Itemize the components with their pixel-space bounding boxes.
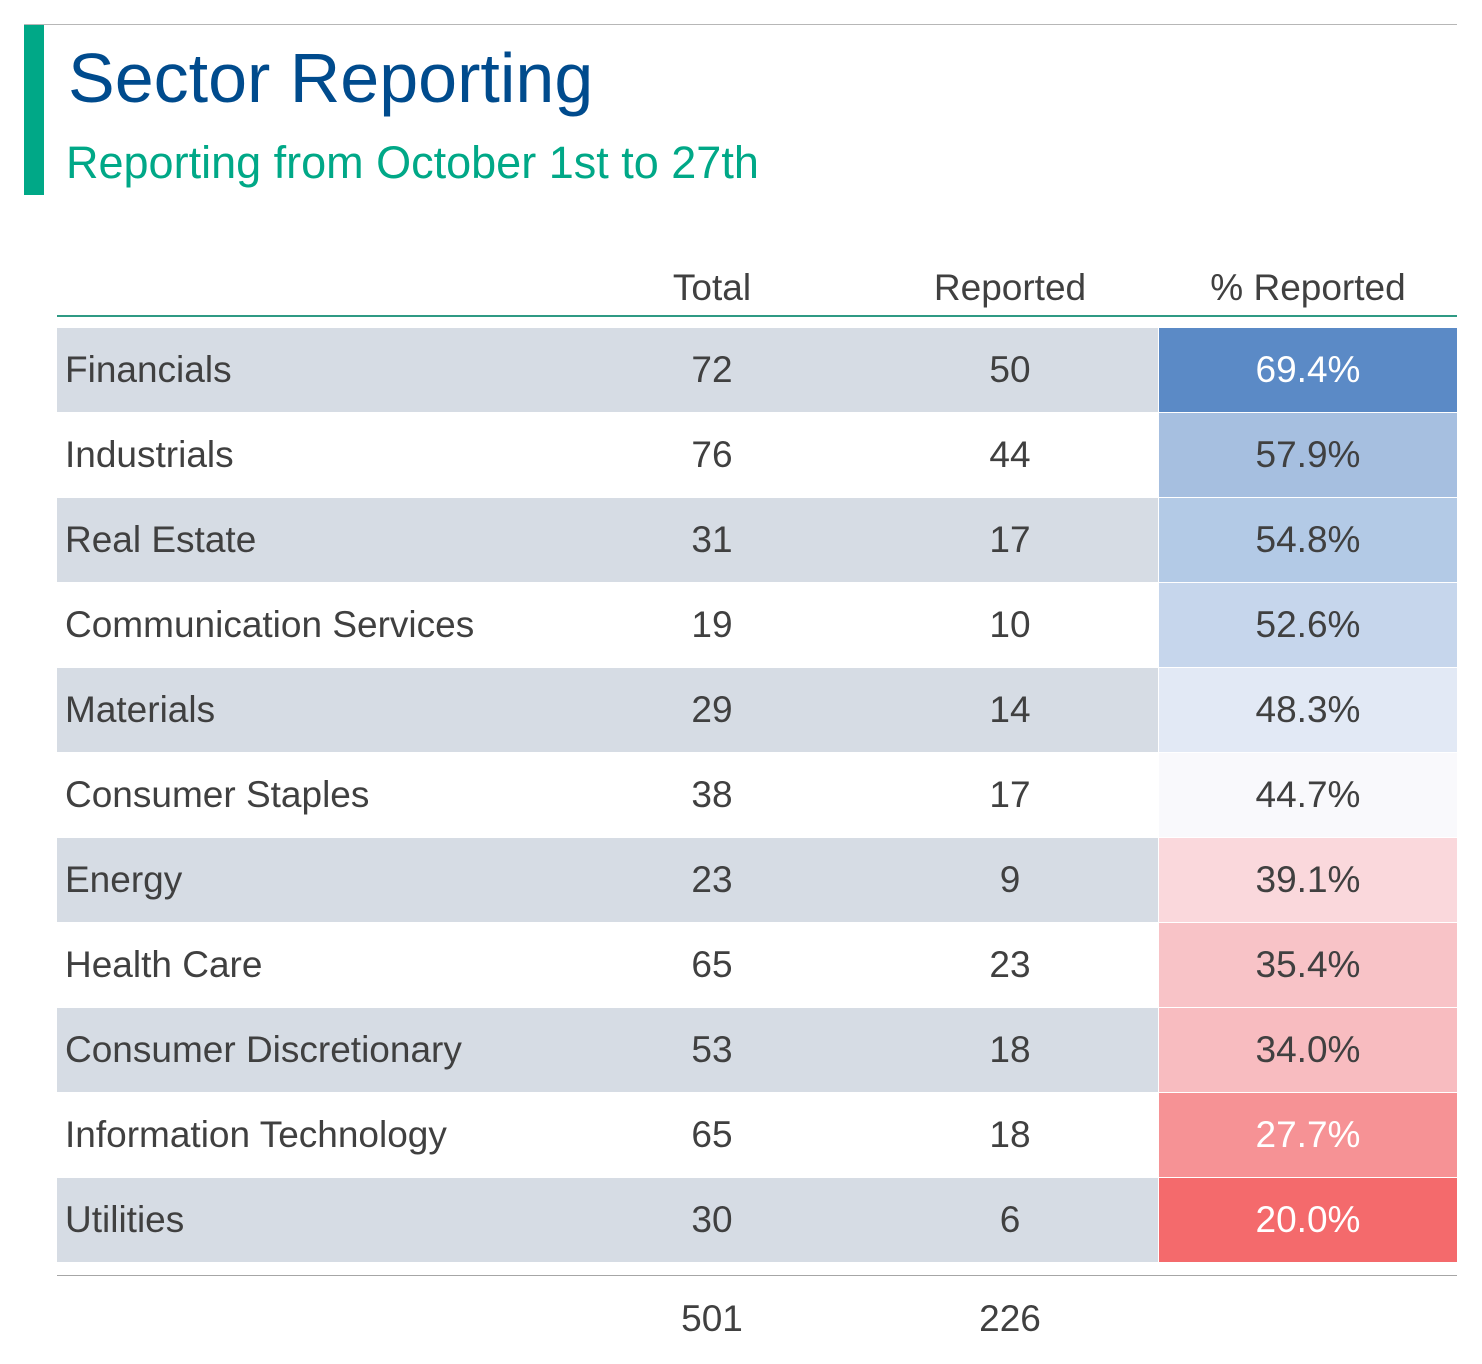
table-row: Real Estate 31 17 54.8%	[57, 498, 1457, 583]
table-header-row: Total Reported % Reported	[57, 255, 1457, 317]
table-body: Financials 72 50 69.4% Industrials 76 44 57.9% R…	[57, 328, 1457, 1263]
table-row: Health Care 65 23 35.4%	[57, 923, 1457, 1008]
pct-reported-value: 20.0%	[1159, 1178, 1457, 1262]
table-row: Information Technology 65 18 27.7%	[57, 1093, 1457, 1178]
row-background	[57, 668, 1158, 752]
total-value: 30	[691, 1199, 733, 1240]
title-accent-bar	[24, 25, 44, 195]
table-row: Communication Services 19 10 52.6%	[57, 583, 1457, 668]
pct-reported-value: 35.4%	[1159, 923, 1457, 1007]
total-value: 65	[691, 944, 733, 985]
sector-name: Financials	[65, 349, 232, 390]
sector-name: Information Technology	[65, 1114, 447, 1155]
total-value: 19	[691, 604, 733, 645]
reported-value: 14	[989, 689, 1031, 730]
sector-name: Consumer Staples	[65, 774, 370, 815]
row-background	[57, 498, 1158, 582]
row-background	[57, 1008, 1158, 1092]
total-value: 23	[691, 859, 733, 900]
total-value: 53	[691, 1029, 733, 1070]
top-rule	[24, 24, 1457, 25]
reported-value: 9	[999, 859, 1021, 900]
total-value: 72	[691, 349, 733, 390]
reported-value: 18	[989, 1029, 1031, 1070]
pct-reported-value: 52.6%	[1159, 583, 1457, 667]
pct-reported-value: 44.7%	[1159, 753, 1457, 837]
pct-reported-value: 27.7%	[1159, 1093, 1457, 1177]
table-row: Materials 29 14 48.3%	[57, 668, 1457, 753]
table-row: Energy 23 9 39.1%	[57, 838, 1457, 923]
sector-name: Utilities	[65, 1199, 185, 1240]
row-background	[57, 1178, 1158, 1262]
reported-value: 50	[989, 349, 1031, 390]
sector-name: Health Care	[65, 944, 263, 985]
pct-reported-value: 57.9%	[1159, 413, 1457, 497]
sector-table: Total Reported % Reported Financials 72 50…	[57, 255, 1457, 1262]
reported-value: 6	[999, 1199, 1021, 1240]
pct-reported-value: 39.1%	[1159, 838, 1457, 922]
pct-reported-value: 34.0%	[1159, 1008, 1457, 1092]
reported-value: 23	[989, 944, 1031, 985]
reported-value: 18	[989, 1114, 1031, 1155]
total-value: 76	[691, 434, 733, 475]
sector-name: Energy	[65, 859, 183, 900]
table-row: Utilities 30 6 20.0%	[57, 1178, 1457, 1263]
reported-value: 10	[989, 604, 1031, 645]
reported-value: 17	[989, 774, 1031, 815]
table-row: Consumer Staples 38 17 44.7%	[57, 753, 1457, 838]
sector-name: Materials	[65, 689, 216, 730]
total-value: 38	[691, 774, 733, 815]
header-pct-reported: % Reported	[1210, 267, 1406, 308]
reported-value: 17	[989, 519, 1031, 560]
sector-name: Consumer Discretionary	[65, 1029, 462, 1070]
pct-reported-value: 69.4%	[1159, 328, 1457, 412]
sector-name: Communication Services	[65, 604, 475, 645]
header-total: Total	[672, 267, 752, 308]
table-row: Financials 72 50 69.4%	[57, 328, 1457, 413]
reported-sum: 226	[979, 1298, 1041, 1339]
header-reported: Reported	[933, 267, 1087, 308]
sector-name: Real Estate	[65, 519, 257, 560]
table-row: Consumer Discretionary 53 18 34.0%	[57, 1008, 1457, 1093]
row-background	[57, 838, 1158, 922]
table-row: Industrials 76 44 57.9%	[57, 413, 1457, 498]
total-value: 65	[691, 1114, 733, 1155]
row-background	[57, 328, 1158, 412]
reported-value: 44	[989, 434, 1031, 475]
pct-reported-value: 48.3%	[1159, 668, 1457, 752]
pct-reported-value: 54.8%	[1159, 498, 1457, 582]
sector-name: Industrials	[65, 434, 234, 475]
page-subtitle: Reporting from October 1st to 27th	[66, 137, 759, 188]
total-sum: 501	[681, 1298, 743, 1339]
total-value: 31	[691, 519, 733, 560]
bottom-rule	[57, 1275, 1457, 1276]
page-title: Sector Reporting	[68, 39, 594, 117]
total-value: 29	[691, 689, 733, 730]
